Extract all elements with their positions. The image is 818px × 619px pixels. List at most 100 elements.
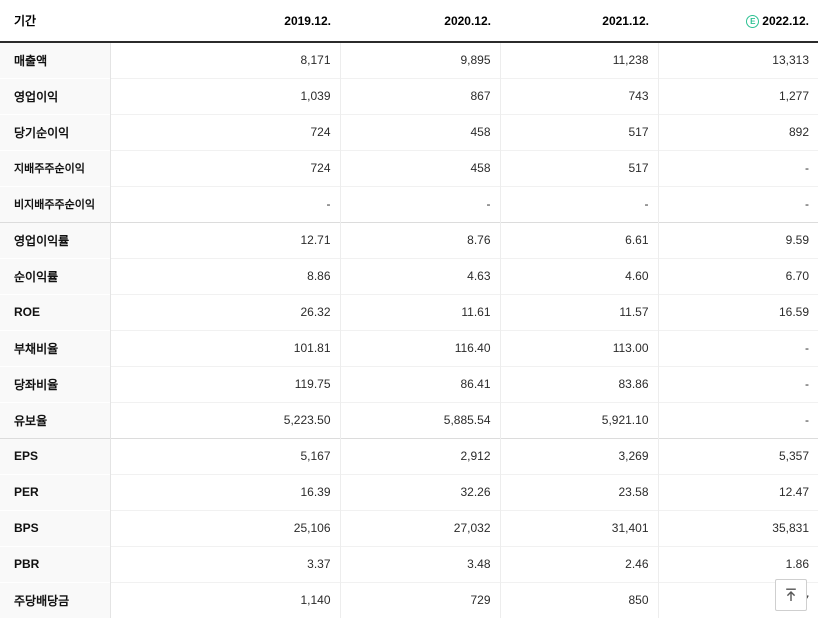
value-cell: - [499, 185, 658, 222]
row-label: 영업이익률 [0, 221, 111, 258]
value-cell: 850 [499, 581, 658, 618]
row-label: 당기순이익 [0, 113, 111, 150]
column-header: 2021.12. [500, 0, 658, 43]
row-label: 지배주주순이익 [0, 149, 111, 186]
value-cell: 8.76 [339, 221, 500, 258]
value-cell: 9,895 [339, 42, 500, 78]
value-cell: 5,223.50 [110, 401, 340, 438]
value-cell: 13,313 [657, 42, 818, 78]
period-header: 기간 [0, 0, 110, 43]
table-row: ROE 26.32 11.61 11.57 16.59 [0, 293, 818, 330]
table-row: 영업이익률 12.71 8.76 6.61 9.59 [0, 221, 818, 258]
row-label: 부채비율 [0, 329, 111, 366]
table-row: 당기순이익 724 458 517 892 [0, 113, 818, 150]
estimate-icon: E [746, 14, 760, 28]
value-cell: - [657, 401, 818, 438]
value-cell: 26.32 [110, 293, 340, 330]
value-cell: 5,921.10 [499, 401, 658, 438]
value-cell: 2,912 [339, 437, 500, 474]
value-cell: - [110, 185, 340, 222]
value-cell: 12.47 [657, 473, 818, 510]
table-row: 지배주주순이익 724 458 517- [0, 149, 818, 186]
table-row: EPS 5,167 2,912 3,269 5,357 [0, 437, 818, 474]
value-cell: 6.61 [499, 221, 658, 258]
value-cell: 2.46 [499, 545, 658, 582]
table-row: BPS 25,106 27,032 31,401 35,831 [0, 509, 818, 546]
value-cell: 4.63 [339, 257, 500, 294]
value-cell: 743 [499, 77, 658, 114]
row-label: BPS [0, 509, 111, 546]
value-cell: 458 [339, 113, 500, 150]
value-cell: - [339, 185, 500, 222]
value-cell: 8.86 [110, 257, 340, 294]
row-label: 순이익률 [0, 257, 111, 294]
value-cell: 86.41 [339, 365, 500, 402]
table-row: 순이익률 8.86 4.63 4.60 6.70 [0, 257, 818, 294]
column-header: E 2022.12. [658, 0, 818, 43]
value-cell: 6.70 [657, 257, 818, 294]
value-cell: 867 [339, 77, 500, 114]
row-label: 당좌비율 [0, 365, 111, 402]
value-cell: 35,831 [657, 509, 818, 546]
value-cell: 1,140 [110, 581, 340, 618]
table-row: PBR 3.37 3.48 2.46 1.86 [0, 545, 818, 582]
value-cell: 31,401 [499, 509, 658, 546]
row-label: 영업이익 [0, 77, 111, 114]
value-cell: 113.00 [499, 329, 658, 366]
value-cell: 11,238 [499, 42, 658, 78]
value-cell: 458 [339, 149, 500, 186]
value-cell: 12.71 [110, 221, 340, 258]
table-row: 유보율 5,223.50 5,885.54 5,921.10- [0, 401, 818, 438]
value-cell: 16.59 [657, 293, 818, 330]
value-cell: 119.75 [110, 365, 340, 402]
table-row: PER 16.39 32.26 23.58 12.47 [0, 473, 818, 510]
value-cell: 1.86 [657, 545, 818, 582]
value-cell: 517 [499, 113, 658, 150]
value-cell: 1,277 [657, 77, 818, 114]
value-cell: 8,171 [300, 53, 331, 68]
row-label: 매출액 [0, 42, 111, 78]
row-label: PBR [0, 545, 111, 582]
value-cell: - [657, 365, 818, 402]
value-cell: 11.61 [339, 293, 500, 330]
row-label: ROE [0, 293, 111, 330]
value-cell: 27,032 [339, 509, 500, 546]
column-header: 2020.12. [340, 0, 500, 43]
value-cell: 1,039 [110, 77, 340, 114]
value-cell: 3.37 [110, 545, 340, 582]
header-row: 기간 2019.12. 2020.12. 2021.12. E 2022.12. [0, 0, 818, 43]
value-cell: - [657, 329, 818, 366]
value-cell: 16.39 [110, 473, 340, 510]
table-row: 비지배주주순이익 - - - - [0, 185, 818, 222]
value-cell: 23.58 [499, 473, 658, 510]
table-row: 매출액 8,171 9,895 11,238 13,313 [0, 42, 818, 78]
value-cell: 5,357 [657, 437, 818, 474]
scroll-to-top-button[interactable] [775, 579, 807, 611]
table-row: 당좌비율 119.75 86.41 83.86- [0, 365, 818, 402]
value-cell: 25,106 [110, 509, 340, 546]
value-cell: 3.48 [339, 545, 500, 582]
row-label: 비지배주주순이익 [0, 185, 111, 222]
value-cell: 5,167 [110, 437, 340, 474]
value-cell: 517 [499, 149, 658, 186]
value-cell: 892 [657, 113, 818, 150]
value-cell: 101.81 [110, 329, 340, 366]
value-cell: 9.59 [657, 221, 818, 258]
row-label: 주당배당금 [0, 581, 111, 618]
row-label: EPS [0, 437, 111, 474]
row-label: PER [0, 473, 111, 510]
value-cell: 11.57 [499, 293, 658, 330]
value-cell: 32.26 [339, 473, 500, 510]
table-row: 부채비율 101.81 116.40 113.00- [0, 329, 818, 366]
value-cell: 724 [110, 113, 340, 150]
value-cell: 83.86 [499, 365, 658, 402]
row-label: 유보율 [0, 401, 111, 438]
value-cell: 724 [110, 149, 340, 186]
column-header: 2019.12. [110, 0, 340, 43]
value-cell: 3,269 [499, 437, 658, 474]
value-cell: - [657, 149, 818, 186]
value-cell: 4.60 [499, 257, 658, 294]
